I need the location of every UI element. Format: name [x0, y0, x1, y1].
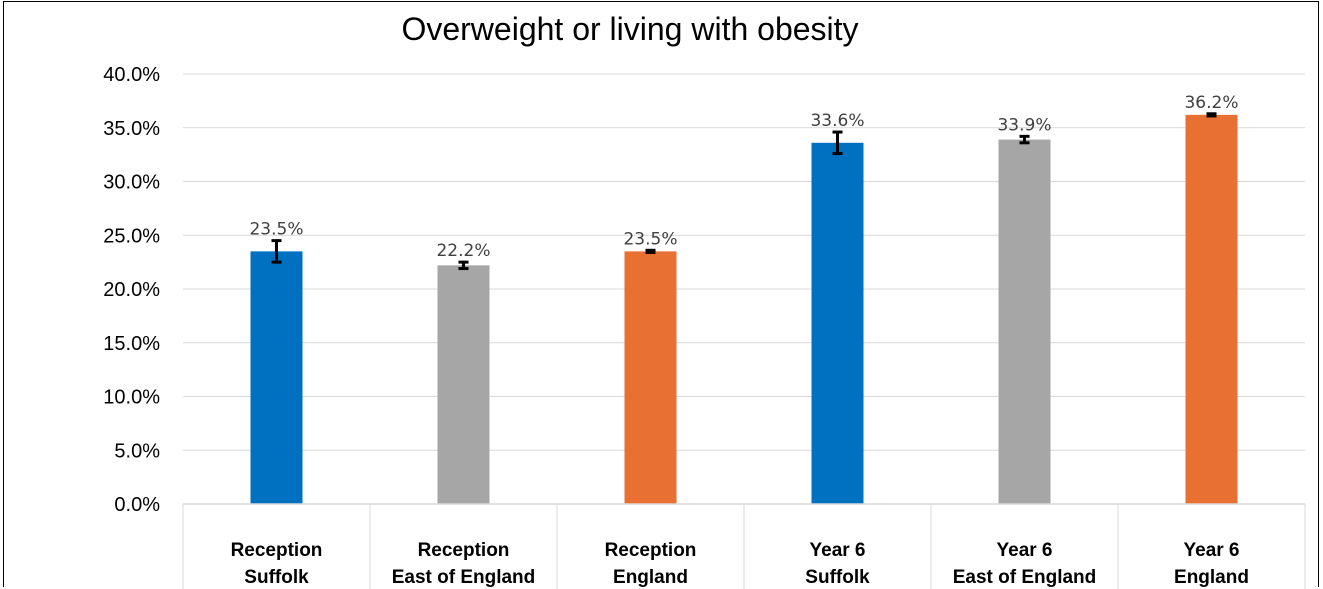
y-tick-label: 15.0%	[103, 333, 160, 355]
x-tick-label-line2: East of England	[953, 567, 1097, 588]
y-tick-label: 10.0%	[103, 387, 160, 409]
error-bar	[458, 260, 469, 271]
data-label: 33.9%	[997, 115, 1051, 135]
bar	[1185, 114, 1238, 504]
x-tick-label-line1: Reception	[418, 540, 510, 561]
gridlines	[183, 73, 1305, 451]
y-tick-label: 30.0%	[103, 172, 160, 194]
error-bar	[832, 130, 843, 156]
x-tick-label-line1: Reception	[231, 540, 323, 561]
error-bars	[271, 112, 1217, 271]
chart-frame	[3, 1, 1319, 587]
x-axis: Reception Suffolk Reception East of England…	[182, 503, 1306, 589]
bars	[250, 114, 1238, 505]
y-tick-label: 40.0%	[103, 64, 160, 86]
y-axis-ticks: 0.0% 5.0% 10.0% 15.0% 20.0% 25.0% 30.0% 35.0% 40…	[103, 64, 160, 516]
bar	[437, 265, 490, 504]
bar	[250, 251, 303, 504]
x-tick-label-line1: Year 6	[997, 540, 1053, 561]
x-tick-label-line2: England	[1174, 567, 1249, 588]
data-label: 22.2%	[436, 241, 490, 261]
data-label: 36.2%	[1184, 93, 1238, 113]
bar	[998, 139, 1051, 504]
x-tick-label-line2: England	[613, 567, 688, 588]
y-tick-label: 35.0%	[103, 118, 160, 140]
x-tick-label-line1: Reception	[605, 540, 697, 561]
x-tick-label-line2: Suffolk	[805, 567, 870, 588]
x-tick-label-line2: Suffolk	[244, 567, 309, 588]
error-bar	[1206, 112, 1217, 118]
x-tick-label-line1: Year 6	[1184, 540, 1240, 561]
data-label: 23.5%	[623, 229, 677, 249]
error-bar	[1019, 134, 1030, 145]
error-bar	[271, 239, 282, 264]
data-labels: 23.5% 22.2% 23.5% 33.6% 33.9% 36.2%	[249, 93, 1238, 261]
data-label: 33.6%	[810, 111, 864, 131]
y-tick-label: 5.0%	[114, 440, 160, 462]
y-tick-label: 20.0%	[103, 279, 160, 301]
data-label: 23.5%	[249, 220, 303, 240]
x-tick-label-line2: East of England	[392, 567, 536, 588]
y-tick-label: 0.0%	[114, 494, 160, 516]
bar	[811, 142, 864, 505]
bar	[624, 251, 677, 504]
y-tick-label: 25.0%	[103, 225, 160, 247]
chart-title: Overweight or living with obesity	[401, 11, 858, 47]
x-tick-label-line1: Year 6	[810, 540, 866, 561]
error-bar	[645, 248, 656, 254]
